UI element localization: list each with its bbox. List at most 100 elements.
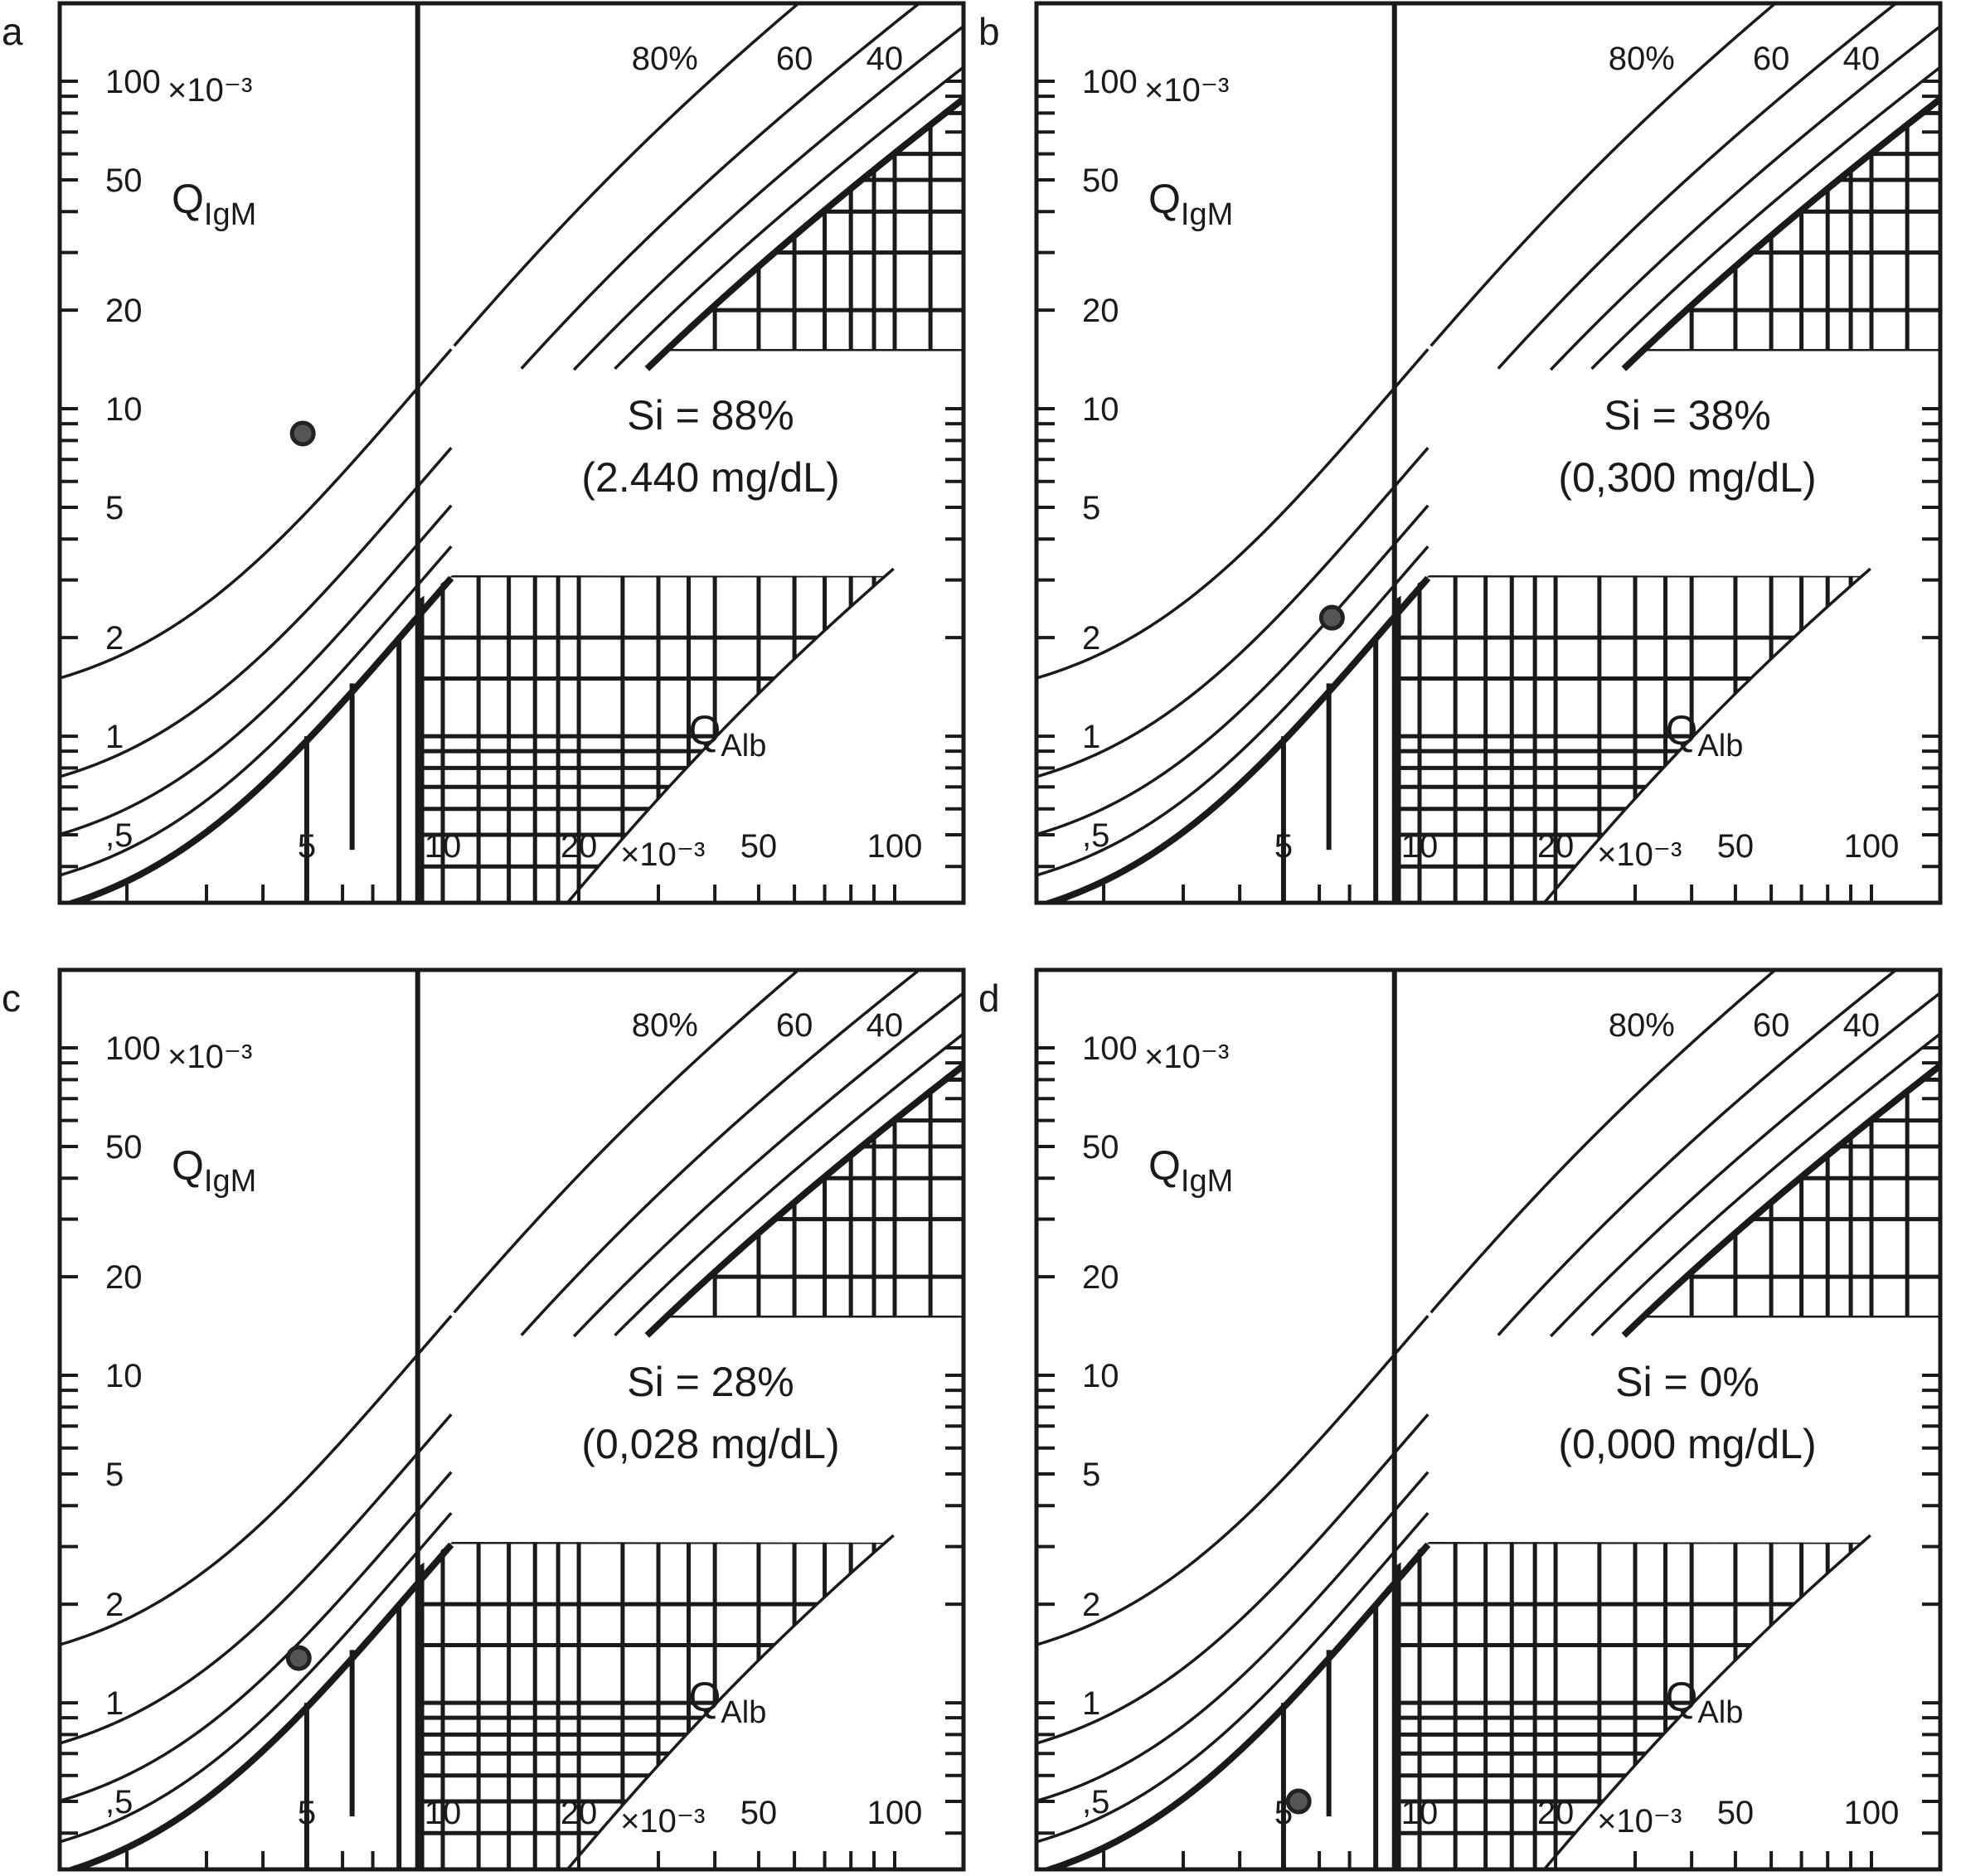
y-tick-label: 20 [105,293,143,329]
fraction-line-80 [1429,970,1778,1314]
x-tick-label: 20 [1537,828,1575,865]
fraction-line-40 [60,1471,453,1803]
x-tick-label: 50 [1717,1795,1755,1831]
y-tick-label: 2 [1082,1587,1100,1623]
y-tick-label: 100 [1082,1030,1138,1067]
y-axis-title-sub: IgM [1181,197,1233,232]
y-axis-title: QIgM [172,176,256,232]
y-tick-label: 50 [105,162,143,199]
upper-limit-curve [62,575,454,903]
y-tick-label: 50 [105,1129,143,1166]
data-point [289,420,316,447]
y-axis-title: QIgM [172,1142,256,1199]
y-axis-title-main: Q [172,176,204,222]
fraction-label: 40 [1843,41,1881,77]
y-tick-label: 5 [105,1457,124,1493]
x-tick-label: 100 [1844,828,1900,865]
x-unit-label: ×10⁻³ [620,836,705,873]
plot-area [60,970,964,1869]
y-tick-label: 10 [1082,391,1119,428]
panel-letter: d [978,977,1000,1020]
y-tick-label: ,5 [1082,817,1109,854]
y-unit-label: ×10⁻³ [1144,72,1229,109]
panel-letter: b [978,10,1000,53]
fraction-label: 80% [1609,1007,1675,1044]
x-tick-label: 5 [1274,828,1293,865]
y-tick-label: 5 [1082,490,1100,526]
fraction-line-80 [1036,1315,1429,1646]
upper-limit-curve [62,1542,454,1869]
x-tick-label: 50 [740,828,778,865]
y-axis-title: QIgM [1148,1142,1233,1199]
y-tick-label: 1 [105,719,124,755]
fraction-label: 60 [1753,1007,1790,1044]
fraction-label: 40 [1843,1007,1881,1044]
y-tick-label: 100 [105,64,161,100]
x-tick-label: 50 [1717,828,1755,865]
x-tick-label: 10 [425,828,462,865]
y-tick-label: 10 [105,391,143,428]
y-unit-label: ×10⁻³ [167,72,252,109]
x-unit-label: ×10⁻³ [1597,836,1682,873]
upper-limit-curve [1039,575,1431,903]
fraction-line-40 [1036,1471,1429,1803]
y-unit-label: ×10⁻³ [167,1039,252,1075]
y-tick-label: 10 [1082,1358,1119,1394]
fraction-label: 40 [866,1007,904,1044]
y-axis-title-sub: IgM [204,1164,256,1199]
y-axis-title-main: Q [172,1142,204,1189]
x-axis-title-sub: Alb [1697,1695,1743,1730]
fraction-line-80 [1429,3,1778,347]
x-tick-label: 20 [561,1795,598,1831]
fraction-label: 80% [632,1007,698,1044]
upper-limit-curve [1039,1542,1431,1869]
si-concentration: (0,028 mg/dL) [581,1421,839,1467]
x-axis-title: QAlb [689,707,767,763]
fraction-line-80 [60,1315,453,1646]
y-axis-title: QIgM [1148,176,1233,232]
x-tick-label: 10 [1401,828,1439,865]
x-axis-title-main: Q [1666,1674,1698,1720]
fraction-line-60 [520,3,922,370]
fraction-line-20 [1036,545,1429,877]
fraction-line-40 [572,991,964,1338]
x-axis-title: QAlb [689,1674,767,1730]
upper-limit-curve [644,1061,964,1338]
fraction-line-80 [453,3,801,347]
y-tick-label: 50 [1082,1129,1119,1166]
si-value: Si = 38% [1604,392,1771,439]
upper-limit-curve [644,95,964,371]
panel-letter: c [2,977,21,1020]
y-tick-label: 50 [1082,162,1119,199]
fraction-line-20 [1590,65,1940,371]
panel-letter: a [2,10,23,53]
y-tick-label: 1 [105,1685,124,1722]
data-point [285,1645,312,1671]
fraction-line-20 [614,1031,964,1337]
si-value: Si = 0% [1615,1359,1760,1405]
y-tick-label: 1 [1082,719,1100,755]
fraction-line-60 [1497,970,1899,1336]
y-axis-title-main: Q [1148,1142,1181,1189]
fraction-line-40 [60,504,453,836]
x-unit-label: ×10⁻³ [620,1803,705,1840]
fraction-label: 60 [776,41,813,77]
upper-limit-curve [1621,95,1940,371]
plot-frame [57,1,966,905]
si-value: Si = 28% [627,1359,794,1405]
plot-frame [57,967,966,1872]
y-tick-label: 20 [105,1259,143,1296]
fraction-line-60 [1036,1413,1429,1745]
plot-frame [1034,967,1943,1872]
x-tick-label: 5 [298,1795,316,1831]
fraction-line-60 [60,447,453,778]
y-tick-label: 10 [105,1358,143,1394]
fraction-label: 60 [776,1007,813,1044]
x-tick-label: 20 [561,828,598,865]
x-tick-label: 100 [1844,1795,1900,1831]
fraction-line-20 [60,1511,453,1844]
